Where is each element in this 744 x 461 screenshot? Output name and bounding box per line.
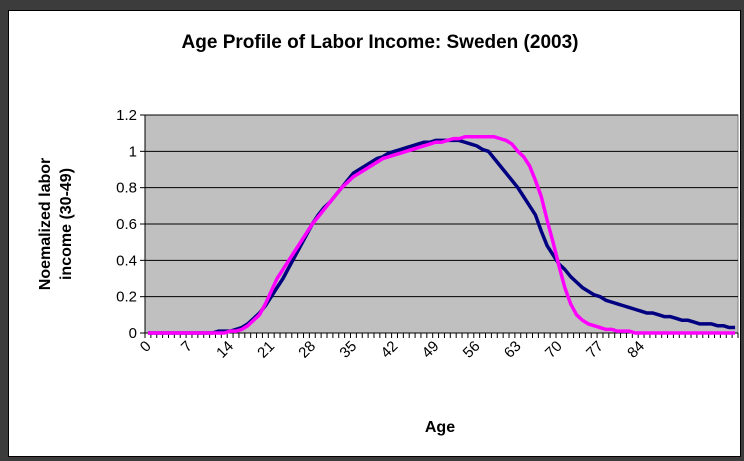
- y-tick-label: 0: [129, 325, 137, 342]
- y-axis-label: income (30-49): [58, 168, 75, 280]
- y-tick-label: 1: [129, 143, 137, 160]
- y-tick-label: 0.6: [116, 216, 137, 233]
- y-tick-label: 0.4: [116, 252, 137, 269]
- y-axis-label: Noemalized labor: [37, 158, 54, 290]
- series-line: [147, 135, 736, 335]
- chart-title: Age Profile of Labor Income: Sweden (200…: [182, 32, 579, 53]
- y-tick-label: 1.2: [116, 107, 137, 124]
- x-axis-label: Age: [425, 419, 455, 436]
- y-tick-label: 0.8: [116, 180, 137, 197]
- y-tick-label: 0.2: [116, 289, 137, 306]
